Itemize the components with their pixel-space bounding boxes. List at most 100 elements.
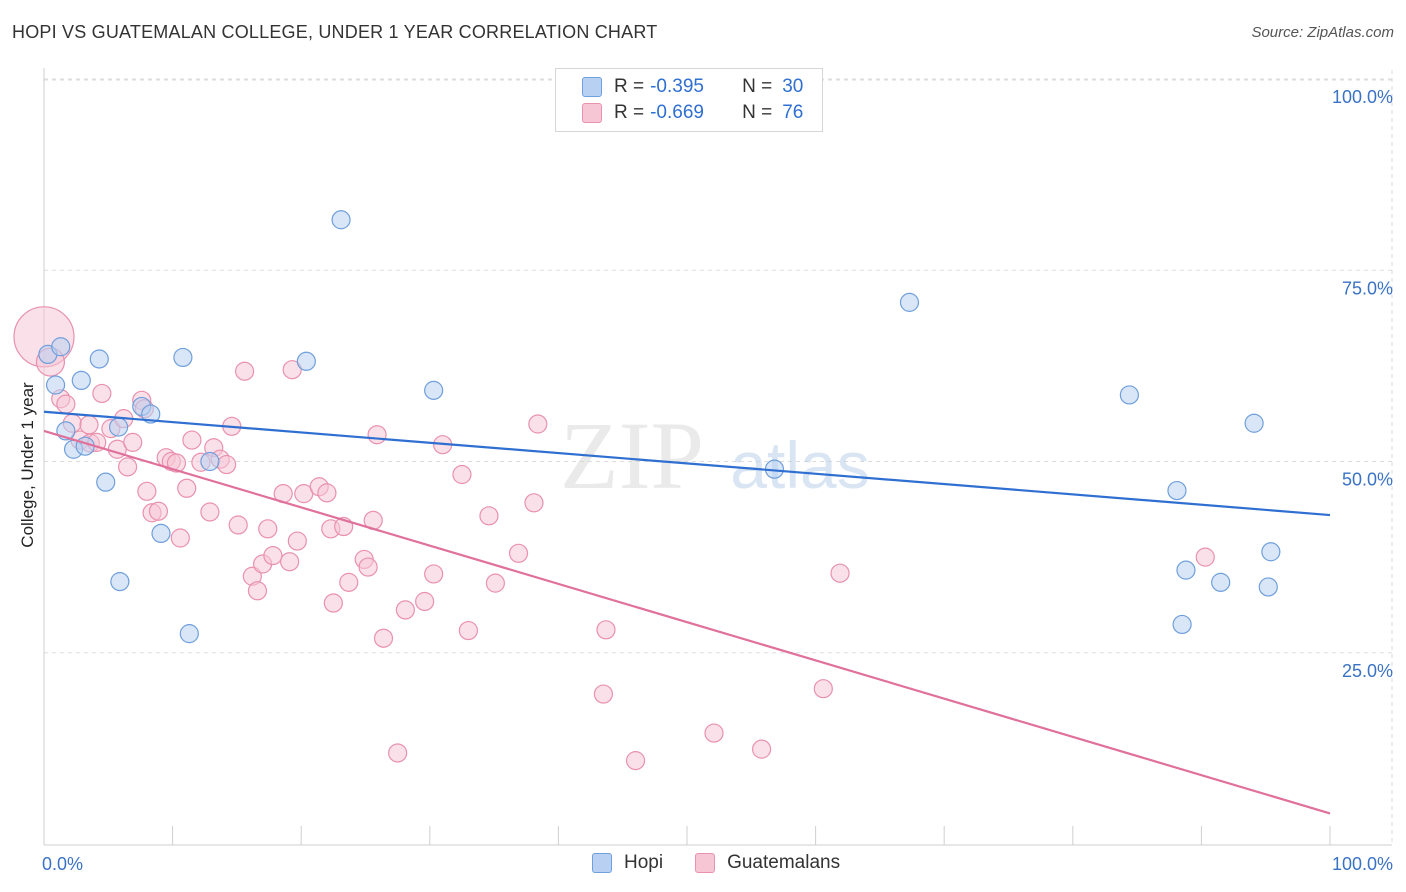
guatemalans-point-58: [424, 564, 444, 584]
hopi-point-16: [200, 451, 220, 472]
guatemalans-point-70: [704, 723, 724, 743]
guatemalans-point-72: [813, 679, 833, 699]
guatemalans-point-30: [217, 454, 237, 475]
legend-row-guatemalans: R = -0.669 N = 76: [582, 101, 803, 125]
guatemalans-point-19: [148, 501, 169, 521]
hopi-r-label: R =: [614, 76, 645, 97]
hopi-point-23: [1167, 480, 1187, 501]
hopi-legend-label: Hopi: [624, 852, 664, 873]
hopi-point-18: [331, 210, 351, 230]
guatemalans-point-49: [339, 572, 359, 592]
correlation-legend: R = -0.395 N = 30 R = -0.669 N = 76: [555, 68, 823, 132]
y-tick-label-1: 50.0%: [1342, 470, 1393, 490]
x-tick-label-1: 100.0%: [1332, 854, 1393, 874]
hopi-point-6: [75, 436, 95, 456]
guatemalans-point-74: [1195, 547, 1215, 567]
guatemalans-point-13: [117, 457, 138, 477]
guatemalans-point-6: [79, 415, 99, 435]
guatemalans-point-69: [625, 751, 646, 771]
trendlines: [43, 410, 1331, 815]
guatemalans-point-40: [280, 552, 300, 572]
guatemalans-point-57: [415, 591, 435, 612]
guatemalans-point-35: [247, 581, 268, 601]
guatemalans-trendline: [43, 429, 1331, 815]
legend-item-guatemalans: Guatemalans: [695, 852, 840, 874]
guatemalans-point-22: [166, 453, 187, 473]
hopi-swatch: [582, 77, 602, 97]
hopi-point-24: [1172, 614, 1192, 635]
hopi-point-12: [141, 404, 161, 424]
guatemalans-point-54: [373, 628, 394, 648]
guatemalans-point-68: [596, 620, 616, 640]
hopi-point-28: [1258, 577, 1278, 597]
guatemalans-point-53: [367, 425, 387, 445]
hopi-point-19: [424, 380, 444, 400]
guatemalans-point-33: [235, 361, 255, 381]
guatemalans-point-73: [830, 563, 850, 583]
chart-title: HOPI VS GUATEMALAN COLLEGE, UNDER 1 YEAR…: [12, 22, 658, 42]
guatemalans-r-label: R =: [614, 102, 645, 123]
guatemalans-point-47: [323, 593, 343, 613]
watermark-atlas: atlas: [730, 428, 869, 502]
hopi-point-25: [1176, 560, 1196, 580]
legend-row-hopi: R = -0.395 N = 30: [582, 75, 803, 99]
hopi-point-27: [1244, 413, 1264, 433]
guatemalans-point-65: [524, 493, 544, 513]
guatemalans-point-64: [508, 543, 529, 563]
hopi-point-13: [151, 523, 171, 544]
hopi-legend-swatch: [592, 853, 612, 873]
guatemalans-n-label: N =: [742, 102, 773, 123]
hopi-n-value: 30: [782, 76, 804, 97]
hopi-point-8: [96, 472, 116, 492]
guatemalans-point-67: [593, 684, 614, 704]
axes-layer: [43, 68, 1392, 846]
guatemalans-point-62: [479, 506, 499, 526]
y-tick-label-0: 25.0%: [1342, 661, 1393, 681]
hopi-n-label: N =: [742, 76, 773, 97]
y-tick-label-2: 75.0%: [1342, 278, 1393, 298]
hopi-point-7: [89, 349, 109, 369]
guatemalans-point-27: [200, 502, 220, 522]
hopi-point-10: [110, 572, 130, 592]
hopi-point-5: [71, 370, 91, 391]
guatemalans-point-71: [751, 739, 772, 759]
guatemalans-n-value: 76: [782, 102, 804, 123]
hopi-point-29: [1261, 542, 1281, 562]
hopi-point-17: [296, 351, 316, 371]
guatemalans-legend-swatch: [695, 853, 716, 873]
guatemalans-legend-label: Guatemalans: [727, 852, 841, 873]
hopi-point-9: [108, 417, 129, 437]
guatemalans-points: [13, 306, 1215, 771]
tick-labels: 25.0% 50.0% 75.0% 100.0% 0.0% 100.0%: [42, 87, 1393, 874]
guatemalans-point-66: [528, 414, 548, 434]
guatemalans-point-24: [177, 478, 197, 498]
guatemalans-point-51: [358, 557, 378, 577]
y-tick-label-3: 100.0%: [1332, 87, 1393, 107]
guatemalans-point-55: [388, 743, 408, 763]
hopi-point-14: [173, 347, 193, 368]
guatemalans-point-14: [123, 432, 143, 452]
guatemalans-point-60: [452, 464, 472, 485]
x-tick-label-0: 0.0%: [42, 854, 83, 874]
guatemalans-point-32: [228, 515, 248, 535]
guatemalans-point-3: [56, 394, 76, 414]
hopi-point-21: [899, 292, 920, 312]
guatemalans-point-61: [458, 620, 478, 641]
guatemalans-point-42: [287, 531, 307, 551]
y-axis-label: College, Under 1 year: [18, 382, 37, 548]
hopi-point-2: [45, 375, 66, 395]
hopi-trendline: [43, 410, 1331, 517]
hopi-r-value: -0.395: [650, 76, 704, 97]
guatemalans-point-37: [258, 519, 278, 539]
guatemalans-point-45: [317, 483, 337, 503]
guatemalans-point-56: [395, 600, 415, 620]
legend-item-hopi: Hopi: [592, 852, 663, 874]
guatemalans-point-38: [263, 545, 283, 566]
guatemalans-point-23: [170, 528, 190, 548]
hopi-point-26: [1211, 572, 1231, 592]
guatemalans-point-63: [485, 573, 505, 593]
guatemalans-swatch: [582, 103, 602, 123]
hopi-point-22: [1119, 385, 1139, 405]
source-credit: Source: ZipAtlas.com: [1251, 24, 1394, 41]
